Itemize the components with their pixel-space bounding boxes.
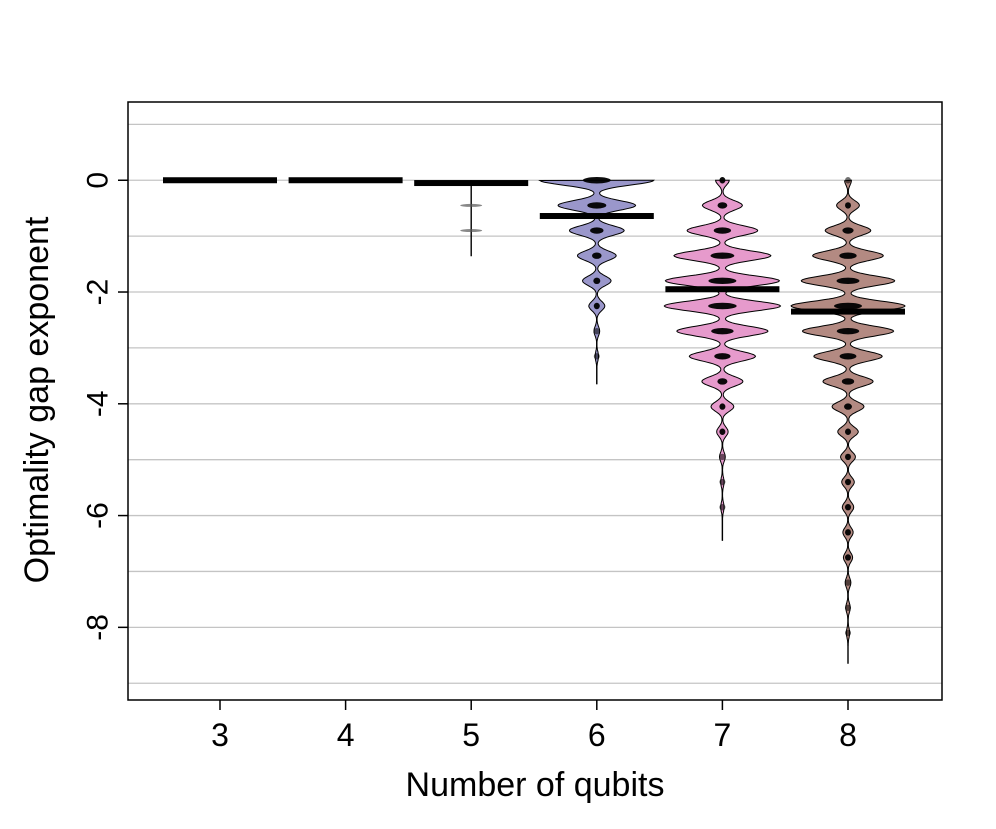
density-dot xyxy=(845,529,851,536)
median-bar-3 xyxy=(163,177,277,184)
density-dot xyxy=(845,478,851,486)
density-dot xyxy=(839,252,857,259)
x-tick-label: 8 xyxy=(839,717,857,753)
density-dot xyxy=(460,229,483,233)
median-bar-8 xyxy=(791,308,905,315)
density-dot xyxy=(845,202,851,209)
density-dot xyxy=(593,353,600,360)
density-dot xyxy=(719,478,726,486)
violin-body xyxy=(663,179,782,541)
median-bar-5 xyxy=(414,180,529,187)
density-dot xyxy=(719,403,726,410)
violin-7 xyxy=(663,177,782,541)
density-dot xyxy=(711,327,734,335)
y-tick-label: -2 xyxy=(82,279,115,306)
density-dot xyxy=(834,302,862,310)
density-dot xyxy=(845,604,851,611)
density-dot xyxy=(713,227,732,234)
plot-frame xyxy=(127,101,943,701)
density-dot xyxy=(582,177,611,184)
median-bar-7 xyxy=(665,286,780,293)
density-dot xyxy=(717,202,728,209)
density-dot xyxy=(844,403,852,410)
density-dot xyxy=(587,202,607,209)
violin-5 xyxy=(460,180,483,257)
y-tick-label: -6 xyxy=(82,502,115,529)
density-dot xyxy=(592,252,602,259)
density-dot xyxy=(836,327,860,335)
density-dot xyxy=(719,453,726,461)
x-axis-label: Number of qubits xyxy=(406,766,665,804)
median-bar-6 xyxy=(539,213,654,220)
violins xyxy=(460,177,906,664)
x-tick-label: 6 xyxy=(588,717,606,753)
density-dot xyxy=(717,378,728,385)
density-dot xyxy=(710,252,735,259)
density-dot xyxy=(719,177,726,184)
x-tick-label: 4 xyxy=(337,717,355,753)
x-tick-label: 3 xyxy=(211,717,229,753)
median-bars xyxy=(163,177,905,315)
y-tick-label: 0 xyxy=(82,172,115,189)
density-dot xyxy=(719,503,726,511)
density-dot xyxy=(845,453,851,461)
violin-6 xyxy=(538,177,656,385)
grid-lines xyxy=(128,123,942,684)
y-tick-label: -8 xyxy=(82,614,115,641)
y-axis-label: Optimality gap exponent xyxy=(18,216,56,583)
density-dot xyxy=(593,302,600,310)
y-tick-label: -4 xyxy=(82,390,115,417)
density-dot xyxy=(845,629,851,637)
density-dot xyxy=(590,227,604,234)
violin-8 xyxy=(790,177,906,664)
density-dot xyxy=(593,277,601,285)
median-bar-4 xyxy=(288,177,403,184)
x-tick-label: 5 xyxy=(462,717,480,753)
density-dot xyxy=(845,579,851,586)
y-axis: 0 -2 -4 -6 -8 xyxy=(82,172,128,641)
density-dot xyxy=(845,503,851,511)
density-dot xyxy=(593,327,600,335)
density-dot xyxy=(845,177,851,184)
density-dot xyxy=(836,277,860,285)
density-dot xyxy=(714,353,731,360)
x-tick-label: 7 xyxy=(714,717,732,753)
density-dot xyxy=(708,302,737,310)
density-dot xyxy=(845,554,851,561)
density-dot xyxy=(841,378,855,385)
density-dot xyxy=(460,203,483,207)
x-axis: 3 4 5 6 7 8 xyxy=(211,700,857,753)
density-dot xyxy=(708,277,737,285)
density-dot xyxy=(842,227,854,234)
density-dot xyxy=(839,353,857,360)
violin-body xyxy=(790,179,906,664)
density-dot xyxy=(845,428,851,435)
density-dot xyxy=(719,428,726,435)
